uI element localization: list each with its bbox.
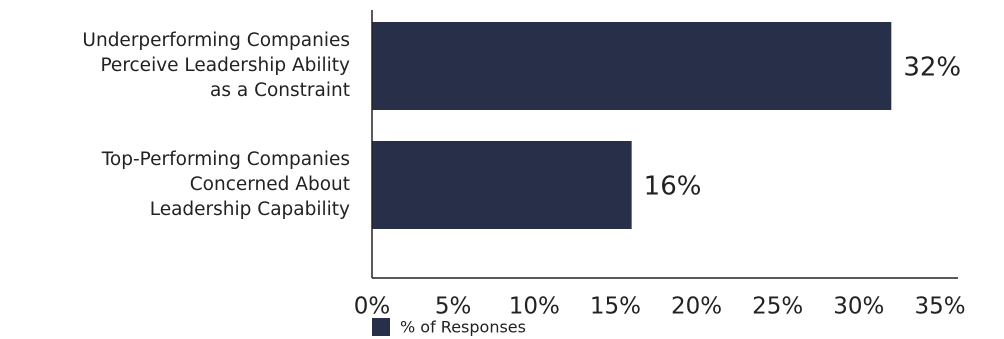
legend-swatch bbox=[372, 318, 390, 336]
legend-label: % of Responses bbox=[400, 318, 526, 337]
bar bbox=[372, 141, 632, 229]
value-label: 16% bbox=[644, 172, 702, 202]
x-tick-label: 10% bbox=[509, 294, 560, 320]
x-tick-label: 35% bbox=[914, 294, 965, 320]
bar bbox=[372, 22, 892, 110]
x-tick-label: 25% bbox=[752, 294, 803, 320]
category-label: Underperforming Companies Perceive Leader… bbox=[82, 30, 350, 101]
x-tick-label: 15% bbox=[590, 294, 641, 320]
x-tick-label: 5% bbox=[435, 294, 472, 320]
value-label: 32% bbox=[903, 53, 961, 83]
category-label: Top-Performing Companies Concerned About L… bbox=[101, 149, 350, 220]
x-tick-label: 0% bbox=[354, 294, 391, 320]
x-tick-label: 30% bbox=[833, 294, 884, 320]
x-tick-label: 20% bbox=[671, 294, 722, 320]
